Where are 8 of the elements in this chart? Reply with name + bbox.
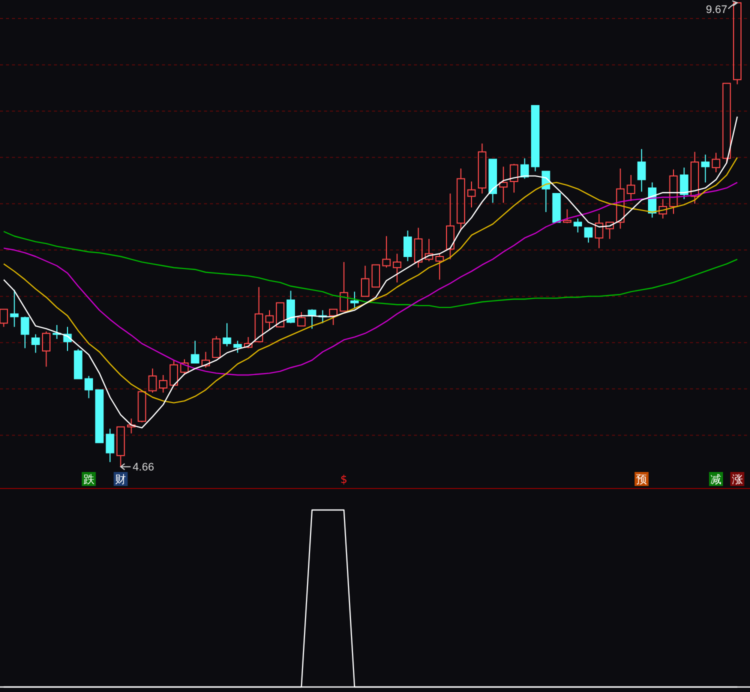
annotation: $ xyxy=(340,473,348,486)
annotation: 跌 xyxy=(83,473,94,486)
annotation: 9.67 xyxy=(706,4,728,16)
annotation: 减 xyxy=(710,473,722,486)
annotation: 财 xyxy=(115,473,126,486)
annotation: 4.66 xyxy=(132,462,154,474)
annotation: 预 xyxy=(636,473,648,486)
annotation: 涨 xyxy=(732,473,743,486)
